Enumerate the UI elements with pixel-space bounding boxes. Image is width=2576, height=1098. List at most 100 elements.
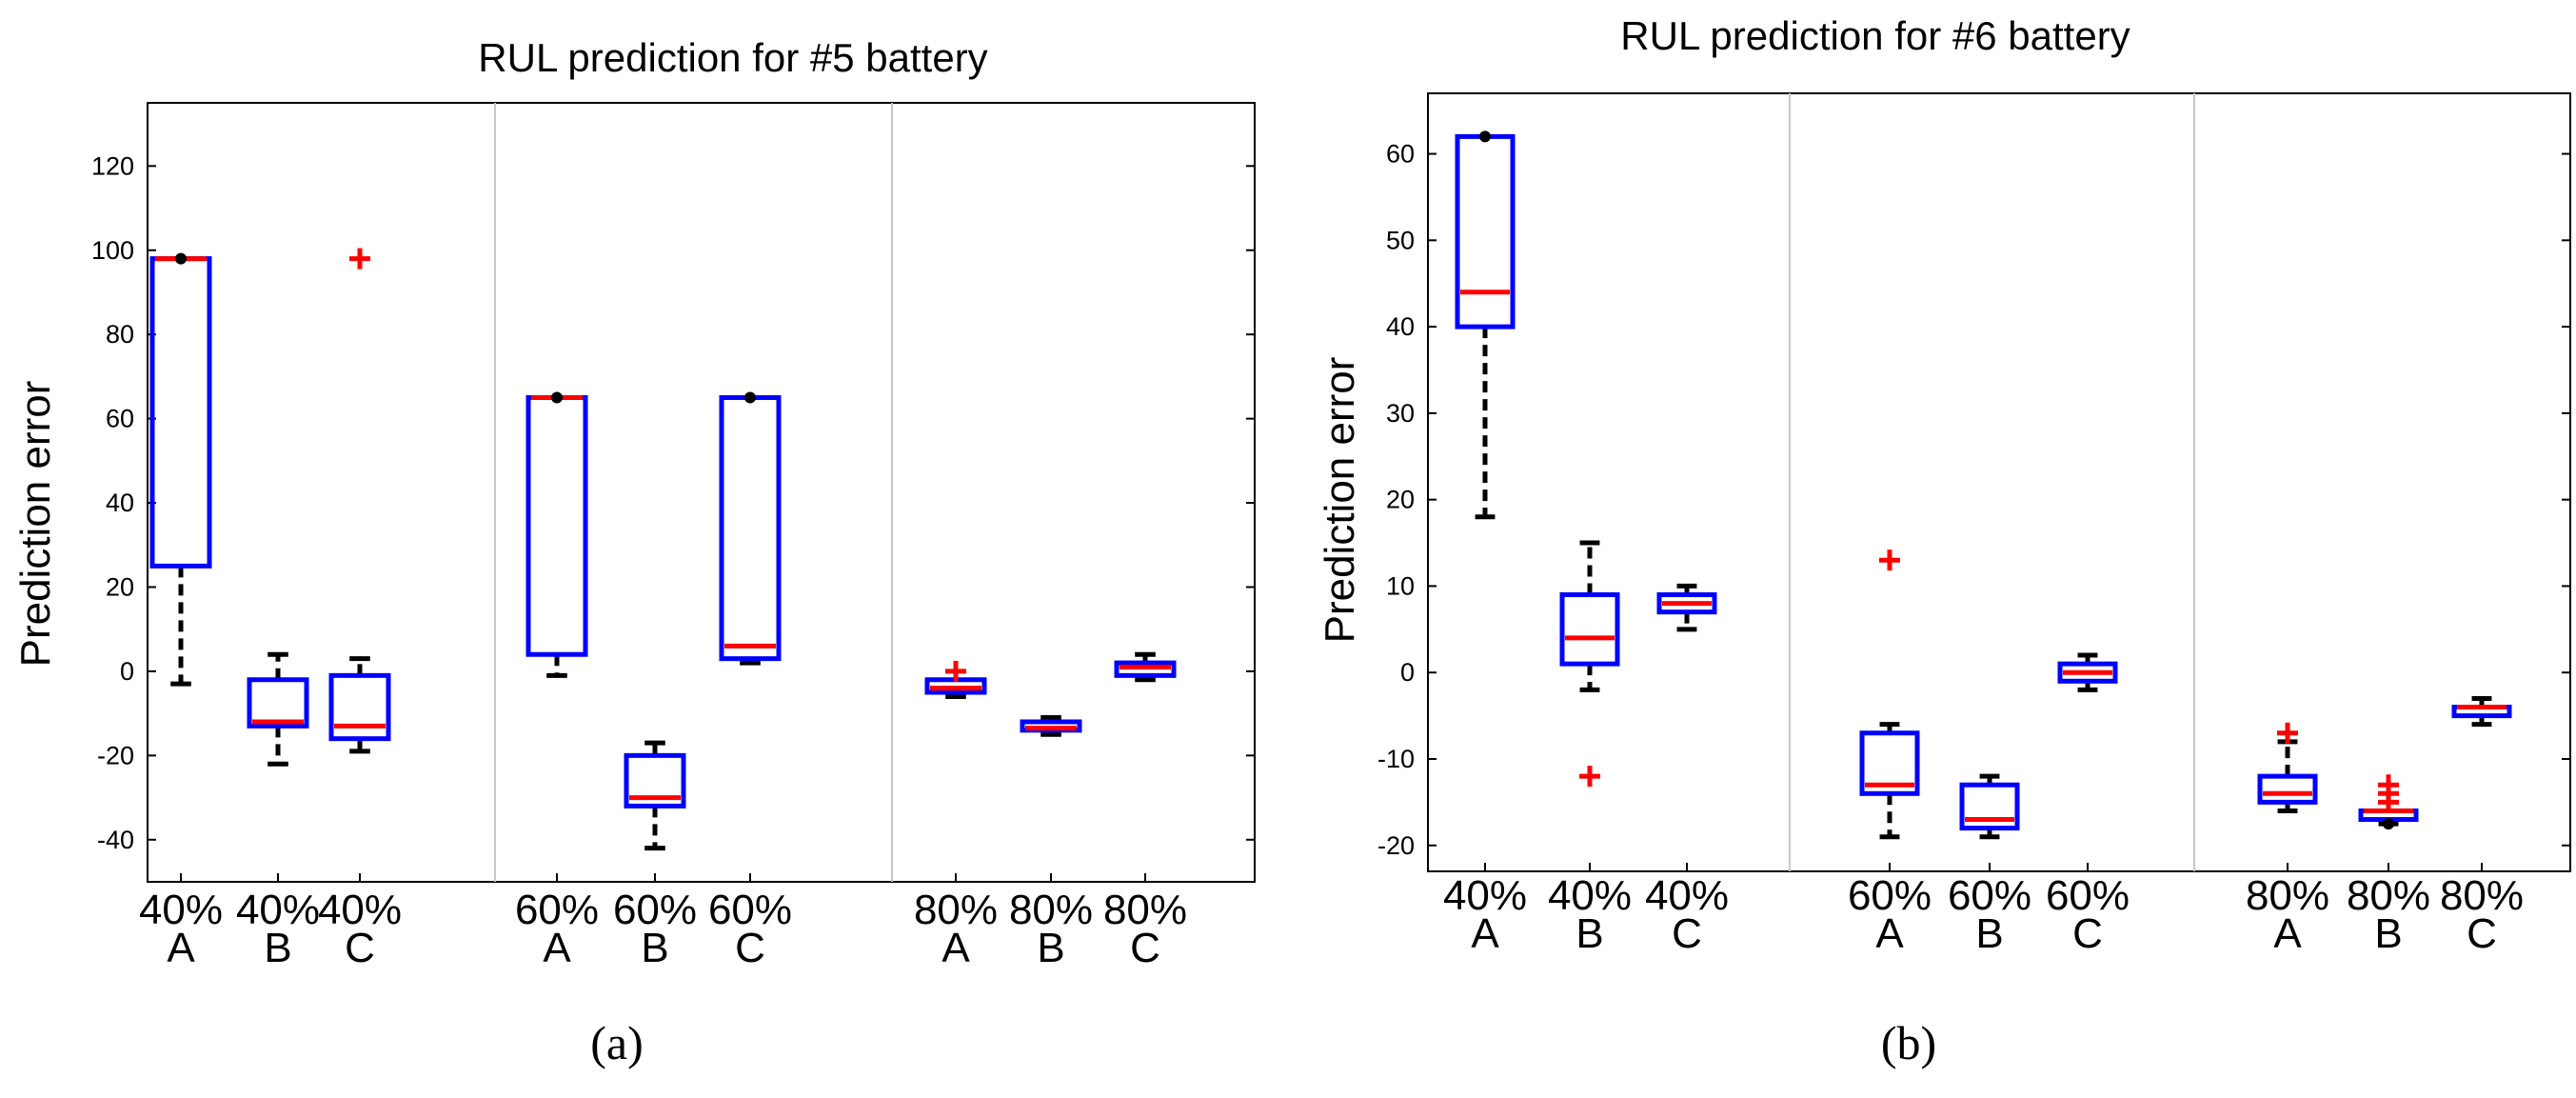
box xyxy=(1859,730,1920,796)
box-plot-2 xyxy=(1559,540,1620,788)
data-point xyxy=(1479,130,1491,143)
box-plot-6 xyxy=(2057,652,2118,692)
x-category-label-line1: 60% xyxy=(613,887,697,933)
y-tick-label: 60 xyxy=(106,405,134,433)
box xyxy=(1455,133,1516,329)
plot-area xyxy=(147,102,1256,883)
box xyxy=(2257,773,2318,805)
x-category-label-line1: 80% xyxy=(2440,872,2524,919)
data-point xyxy=(744,391,756,404)
y-tick-label: 10 xyxy=(1386,571,1415,600)
box xyxy=(1114,660,1177,678)
x-category-label-line1: 40% xyxy=(1443,872,1527,919)
y-axis-label: Prediction error xyxy=(12,381,59,668)
panel-caption: (a) xyxy=(590,1016,644,1069)
x-category-label-line2: A xyxy=(2273,910,2302,957)
box-plot-9 xyxy=(2451,695,2512,728)
plot-marks: -20-10010203040506040%A40%B40%C60%A60%B6… xyxy=(1377,93,2570,957)
plot-marks: -40-2002040608010012040%A40%B40%C60%A60%… xyxy=(91,103,1255,971)
x-category-label-line1: 60% xyxy=(2046,872,2130,919)
outlier-marker xyxy=(2277,722,2298,744)
box xyxy=(1959,782,2020,831)
outlier-marker xyxy=(349,248,370,270)
panel-caption: (b) xyxy=(1881,1016,1936,1069)
y-tick-label: 40 xyxy=(1386,312,1415,341)
x-category-label-line1: 40% xyxy=(1548,872,1632,919)
y-tick-label: -10 xyxy=(1377,745,1415,773)
chart-title: RUL prediction for #6 battery xyxy=(1620,13,2130,58)
outlier-marker xyxy=(1579,766,1600,788)
box xyxy=(719,395,782,662)
box xyxy=(247,677,309,729)
chart-panel-b: RUL prediction for #6 battery Prediction… xyxy=(1317,13,2571,1069)
outlier-marker xyxy=(1879,549,1900,571)
y-tick-label: 60 xyxy=(1386,140,1415,169)
data-point xyxy=(551,391,563,404)
box-plot-1 xyxy=(149,252,212,687)
x-category-label-line2: C xyxy=(1130,925,1160,971)
x-category-label-line1: 80% xyxy=(2246,872,2329,919)
plot-area xyxy=(1427,92,2571,872)
y-tick-label: 0 xyxy=(1400,658,1415,687)
box xyxy=(149,256,212,569)
box xyxy=(1559,592,1620,667)
box xyxy=(1656,592,1717,615)
x-category-label-line1: 40% xyxy=(1645,872,1729,919)
y-tick-label: 40 xyxy=(106,489,134,517)
y-tick-label: 20 xyxy=(106,572,134,601)
x-category-label-line1: 80% xyxy=(1009,887,1093,933)
outlier-marker xyxy=(2378,791,2399,813)
x-category-label-line1: 40% xyxy=(318,887,402,933)
box-plot-6 xyxy=(719,391,782,666)
box-plot-3 xyxy=(328,248,391,754)
y-axis-label: Prediction error xyxy=(1317,357,1363,644)
x-category-label-line2: A xyxy=(1471,910,1499,957)
box-plot-4 xyxy=(525,391,588,678)
box-plot-8 xyxy=(1020,715,1082,737)
x-category-label-line2: B xyxy=(264,925,291,971)
y-tick-label: -40 xyxy=(97,826,134,854)
x-category-label-line2: A xyxy=(1875,910,1904,957)
x-category-label-line1: 60% xyxy=(515,887,599,933)
x-category-label-line2: B xyxy=(1975,910,2003,957)
y-tick-label: 20 xyxy=(1386,486,1415,514)
x-category-label-line2: C xyxy=(1672,910,1702,957)
box xyxy=(525,395,588,657)
x-category-label-line1: 60% xyxy=(1948,872,2031,919)
y-tick-label: -20 xyxy=(97,741,134,769)
x-category-label-line2: C xyxy=(2467,910,2497,957)
outlier-marker xyxy=(945,660,966,682)
box-plot-3 xyxy=(1656,583,1717,632)
box xyxy=(624,752,686,809)
x-category-label-line1: 40% xyxy=(139,887,223,933)
x-category-label-line2: C xyxy=(735,925,765,971)
x-category-label-line2: A xyxy=(941,925,970,971)
y-tick-label: 120 xyxy=(91,151,134,180)
box-plot-4 xyxy=(1859,549,1920,840)
x-category-label-line1: 40% xyxy=(236,887,320,933)
box-plot-8 xyxy=(2358,774,2419,830)
x-category-label-line1: 80% xyxy=(2347,872,2430,919)
x-category-label-line1: 80% xyxy=(1103,887,1187,933)
x-category-label-line2: C xyxy=(2072,910,2103,957)
box xyxy=(328,672,391,742)
box-plot-7 xyxy=(924,660,987,699)
x-category-label-line2: A xyxy=(167,925,195,971)
x-category-label-line1: 60% xyxy=(708,887,792,933)
x-category-label-line1: 60% xyxy=(1848,872,1932,919)
box-plot-7 xyxy=(2257,722,2318,813)
box-plot-2 xyxy=(247,651,309,767)
x-category-label-line2: B xyxy=(2374,910,2402,957)
box-plot-5 xyxy=(624,740,686,851)
y-tick-label: 30 xyxy=(1386,399,1415,428)
box-plot-9 xyxy=(1114,651,1177,683)
x-category-label-line2: C xyxy=(345,925,375,971)
box-plot-5 xyxy=(1959,773,2020,840)
chart-title: RUL prediction for #5 battery xyxy=(478,35,987,80)
y-tick-label: -20 xyxy=(1377,831,1415,860)
x-category-label-line1: 80% xyxy=(914,887,998,933)
chart-panel-a: RUL prediction for #5 battery Prediction… xyxy=(12,35,1256,1069)
x-category-label-line2: B xyxy=(1575,910,1603,957)
y-tick-label: 100 xyxy=(91,236,134,265)
